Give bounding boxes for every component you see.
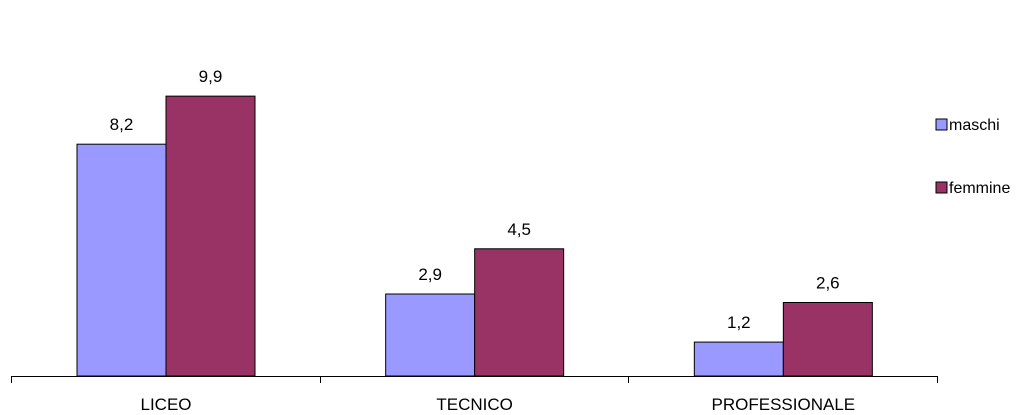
data-label-femmine-professionale: 2,6: [816, 273, 840, 292]
value-labels-group: 8,2 9,9 2,9 4,5 1,2 2,6: [110, 67, 840, 332]
data-label-femmine-liceo: 9,9: [199, 67, 223, 86]
x-tick-labels: LICEO TECNICO PROFESSIONALE: [140, 395, 855, 414]
legend-swatch-femmine: [935, 181, 948, 194]
bar-femmine-professionale: [782, 301, 873, 377]
bar-maschi-liceo: [76, 143, 167, 377]
data-label-maschi-professionale: 1,2: [727, 313, 751, 332]
data-label-maschi-liceo: 8,2: [110, 115, 134, 134]
x-tick-label-liceo: LICEO: [140, 395, 191, 414]
data-label-femmine-tecnico: 4,5: [507, 220, 531, 239]
x-tick-label-professionale: PROFESSIONALE: [712, 395, 856, 414]
legend: maschi femmine: [935, 117, 1010, 197]
bar-maschi-tecnico: [385, 293, 476, 377]
data-label-maschi-tecnico: 2,9: [418, 265, 442, 284]
legend-label-femmine: femmine: [949, 180, 1010, 197]
x-tick-label-tecnico: TECNICO: [436, 395, 513, 414]
bar-femmine-tecnico: [474, 248, 565, 377]
bar-maschi-professionale: [693, 341, 784, 377]
bar-femmine-liceo: [165, 95, 256, 377]
legend-swatch-maschi: [935, 118, 948, 131]
legend-label-maschi: maschi: [949, 117, 1000, 134]
bars-group: [76, 95, 873, 377]
x-axis: [11, 376, 938, 383]
